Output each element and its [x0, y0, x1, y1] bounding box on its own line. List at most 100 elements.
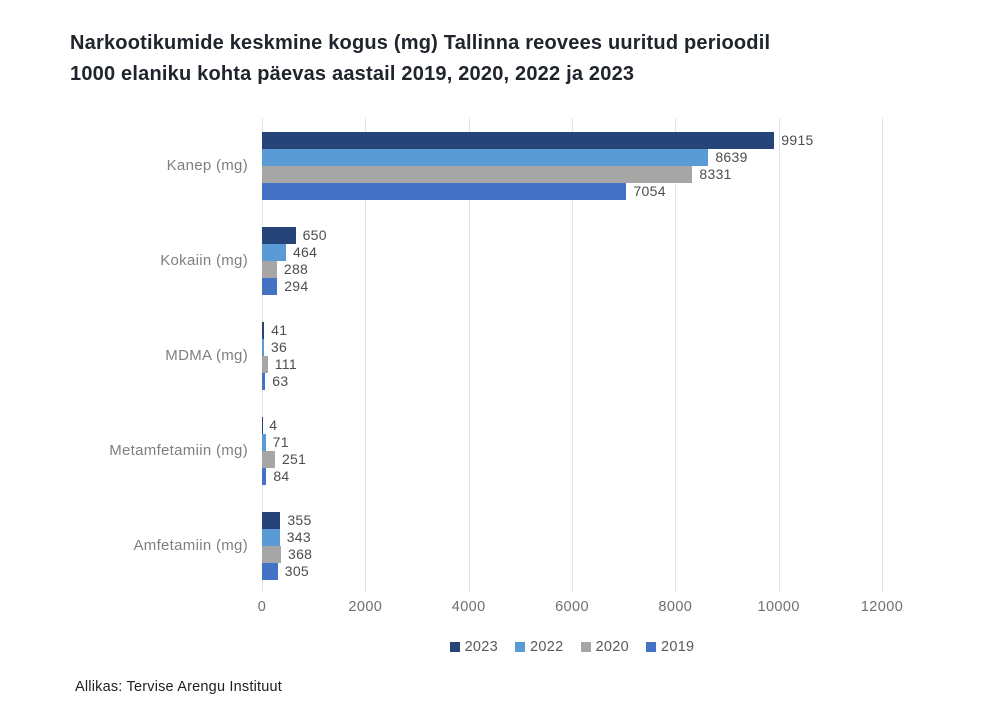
bar-2020 — [262, 355, 268, 373]
bar-group: 355 343 368 305 — [262, 498, 882, 593]
bar-line: 305 — [262, 562, 882, 580]
bar-value-label: 355 — [287, 511, 312, 528]
bar-2022 — [262, 433, 266, 451]
bar-group: 41 36 111 63 — [262, 308, 882, 403]
category-labels: Kanep (mg) Kokaiin (mg) MDMA (mg) Metamfeta… — [70, 118, 262, 593]
bar-line: 71 — [262, 433, 882, 451]
bar-line: 251 — [262, 450, 882, 468]
bar-value-label: 368 — [288, 545, 313, 562]
bar-2023 — [262, 511, 281, 529]
bar-line: 368 — [262, 545, 882, 563]
x-tick-label: 8000 — [658, 599, 693, 615]
bar-value-label: 343 — [286, 528, 311, 545]
legend-swatch — [449, 642, 460, 652]
legend-label: 2022 — [530, 639, 564, 655]
legend-item-2020: 2020 — [580, 639, 629, 655]
legend-swatch — [580, 642, 591, 652]
bar-groups: 9915 8639 8331 7054 650 464 288 294 41 36 111 63 4 71… — [262, 118, 882, 593]
bar-line: 294 — [262, 277, 882, 295]
bar-value-label: 294 — [284, 277, 309, 294]
gridline — [882, 118, 883, 593]
bar-2020 — [262, 165, 693, 183]
bar-2020 — [262, 450, 275, 468]
chart-title: Narkootikumide keskmine kogus (mg) Talli… — [70, 28, 930, 90]
bar-line: 7054 — [262, 182, 882, 200]
bar-line: 343 — [262, 528, 882, 546]
chart-body: Kanep (mg) Kokaiin (mg) MDMA (mg) Metamfeta… — [70, 118, 990, 593]
bar-value-label: 251 — [281, 450, 307, 467]
legend-label: 2023 — [464, 639, 499, 655]
source-note: Allikas: Tervise Arengu Instituut — [75, 679, 283, 695]
plot-area: 9915 8639 8331 7054 650 464 288 294 41 36 111 63 4 71… — [262, 118, 883, 593]
legend-item-2023: 2023 — [449, 639, 499, 655]
legend-label: 2019 — [660, 639, 695, 655]
gridline — [675, 118, 677, 593]
bar-2022 — [262, 338, 264, 356]
bar-value-label: 650 — [302, 226, 327, 243]
bar-2020 — [262, 260, 277, 278]
bar-line: 9915 — [262, 131, 882, 149]
bar-line: 8639 — [262, 148, 882, 166]
legend-item-2022: 2022 — [515, 639, 563, 655]
bar-value-label: 63 — [272, 372, 289, 389]
category-label: Metamfetamiin (mg) — [109, 442, 248, 459]
bar-line: 41 — [262, 321, 882, 339]
bar-2020 — [262, 545, 281, 563]
bar-line: 84 — [262, 467, 882, 485]
bar-2019 — [262, 277, 278, 295]
legend-swatch — [645, 642, 656, 652]
legend: 2023 2022 2020 2019 — [262, 639, 882, 655]
bar-value-label: 464 — [292, 243, 318, 260]
bar-2019 — [262, 182, 627, 200]
bar-2019 — [262, 467, 267, 485]
bar-value-label: 36 — [270, 338, 288, 355]
bar-line: 111 — [262, 355, 882, 373]
bar-value-label: 8331 — [699, 165, 732, 182]
bar-value-label: 288 — [283, 260, 309, 277]
bar-value-label: 71 — [272, 433, 289, 450]
bar-line: 4 — [262, 416, 882, 434]
bar-2023 — [262, 321, 265, 339]
bar-2022 — [262, 148, 709, 166]
legend-item-2019: 2019 — [645, 639, 695, 655]
bar-value-label: 9915 — [781, 131, 814, 148]
gridline — [572, 118, 573, 593]
bar-2022 — [262, 243, 286, 261]
x-tick-label: 6000 — [555, 599, 589, 615]
x-tick-label: 10000 — [757, 599, 800, 615]
bar-value-label: 84 — [273, 467, 290, 484]
bar-line: 63 — [262, 372, 882, 390]
bar-2023 — [262, 226, 296, 244]
legend-label: 2020 — [595, 639, 629, 655]
x-tick-label: 12000 — [860, 599, 904, 615]
bar-value-label: 7054 — [633, 182, 666, 199]
bar-2019 — [262, 372, 266, 390]
category-label: Kanep (mg) — [166, 157, 248, 174]
bar-2023 — [262, 131, 775, 149]
category-label: Amfetamiin (mg) — [133, 537, 248, 554]
bar-line: 8331 — [262, 165, 882, 183]
gridline — [778, 118, 780, 593]
chart-title-line-1: Narkootikumide keskmine kogus (mg) Talli… — [70, 32, 771, 54]
bar-line: 650 — [262, 226, 882, 244]
legend-swatch — [515, 642, 526, 652]
bar-line: 288 — [262, 260, 882, 278]
x-tick-label: 4000 — [451, 599, 486, 615]
x-tick-label: 0 — [257, 599, 267, 615]
category-label: Kokaiin (mg) — [160, 252, 248, 269]
bar-group: 4 71 251 84 — [262, 403, 882, 498]
x-tick-label: 2000 — [348, 599, 383, 615]
bar-group: 9915 8639 8331 7054 — [262, 118, 882, 213]
bar-value-label: 8639 — [715, 148, 748, 165]
bar-group: 650 464 288 294 — [262, 213, 882, 308]
bar-chart: Kanep (mg) Kokaiin (mg) MDMA (mg) Metamfeta… — [70, 118, 990, 655]
bar-value-label: 4 — [269, 416, 278, 433]
bar-line: 355 — [262, 511, 882, 529]
gridline — [365, 118, 367, 593]
chart-title-line-2: 1000 elaniku kohta päevas aastail 2019, … — [70, 63, 635, 85]
bar-2022 — [262, 528, 280, 546]
gridline — [468, 118, 470, 593]
x-axis: 0 2000 4000 6000 8000 10000 12000 — [258, 599, 903, 623]
bar-2019 — [262, 562, 278, 580]
